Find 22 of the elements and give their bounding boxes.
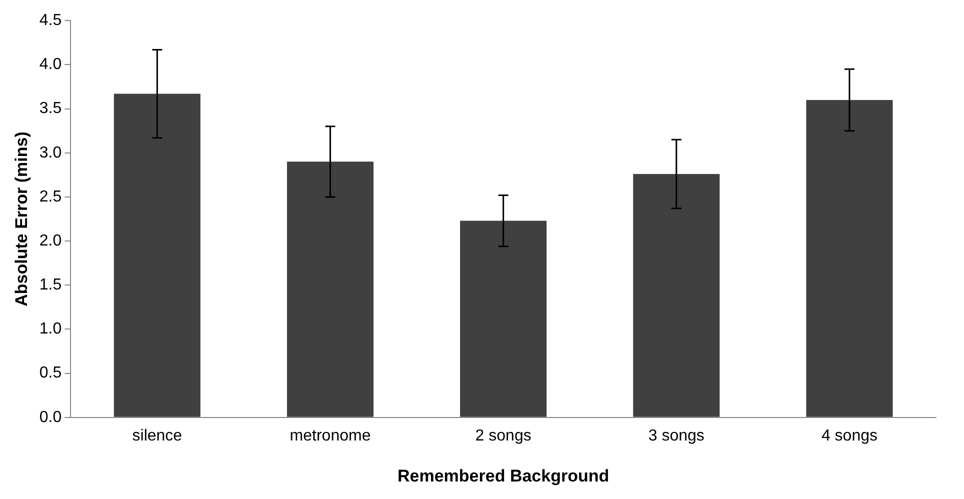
x-tick-label: metronome: [290, 427, 371, 444]
y-tick-label: 1.5: [39, 276, 62, 294]
x-tick-label: silence: [132, 427, 182, 444]
y-tick-label: 1.0: [39, 320, 62, 338]
y-tick-label: 2.5: [39, 188, 62, 206]
bar: [633, 174, 720, 417]
x-tick-label: 3 songs: [648, 427, 704, 444]
y-tick-label: 0.5: [39, 364, 62, 382]
y-tick-label: 3.5: [39, 100, 62, 118]
y-tick-label: 0.0: [39, 408, 62, 426]
y-tick-label: 4.5: [39, 12, 62, 30]
x-tick-label: 2 songs: [475, 427, 532, 444]
y-tick-label: 4.0: [39, 56, 62, 74]
bar: [806, 100, 893, 417]
bar: [460, 220, 547, 417]
x-tick-label: 4 songs: [821, 427, 878, 444]
x-axis-title: Remembered Background: [398, 466, 610, 486]
bar: [286, 162, 374, 417]
bar: [114, 94, 200, 417]
y-tick-label: 2.0: [39, 232, 62, 250]
y-tick-label: 3.0: [39, 144, 62, 162]
y-axis-title: Absolute Error (mins): [12, 132, 31, 306]
